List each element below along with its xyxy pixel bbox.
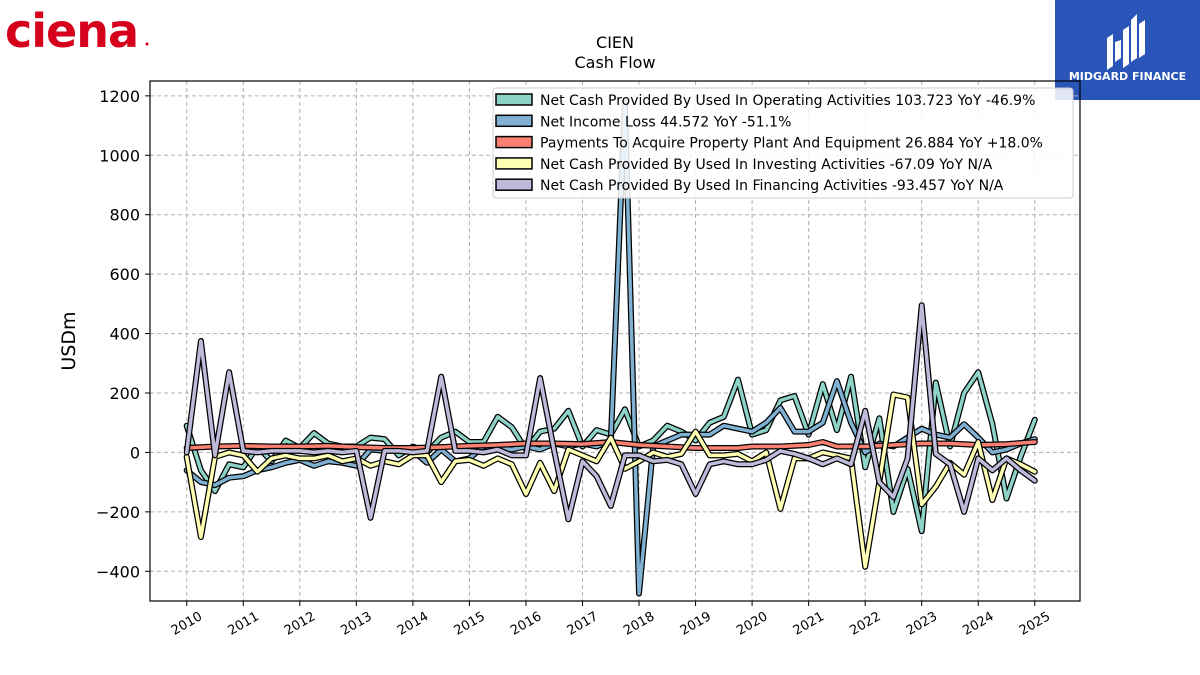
- y-tick-label: 600: [109, 265, 140, 284]
- x-tick-label: 2015: [452, 609, 488, 639]
- midgard-logo-text: MIDGARD FINANCE: [1068, 70, 1187, 83]
- y-tick-label: 1200: [99, 87, 140, 106]
- y-tick-label: 1000: [99, 146, 140, 165]
- legend-swatch: [495, 157, 533, 170]
- legend-entry-label: Net Cash Provided By Used In Financing A…: [540, 178, 1004, 194]
- x-tick-label: 2016: [508, 609, 544, 639]
- legend-swatch: [495, 93, 533, 106]
- legend-swatch: [495, 114, 533, 128]
- legend: Net Cash Provided By Used In Operating A…: [492, 87, 1074, 199]
- x-tick-label: 2025: [1017, 609, 1053, 639]
- y-tick-label: 0: [130, 443, 140, 462]
- x-tick-label: 2013: [339, 609, 375, 639]
- y-tick-label: −400: [96, 562, 140, 581]
- ciena-logo: ciena: [5, 2, 150, 58]
- plot-frame: [149, 80, 1081, 602]
- x-tick-label: 2010: [169, 609, 205, 639]
- x-tick-label: 2011: [225, 609, 261, 639]
- series-line-net-cash-provided-by-used-in-investing-activities: [184, 392, 1037, 569]
- legend-entry-label: Net Income Loss 44.572 YoY -51.1%: [540, 114, 791, 130]
- x-tick-label: 2024: [960, 609, 996, 639]
- legend-entry-label: Net Cash Provided By Used In Operating A…: [540, 93, 1035, 109]
- y-tick-label: −200: [96, 503, 140, 522]
- midgard-finance-logo: MIDGARD FINANCE: [1055, 0, 1200, 100]
- x-tick-label: 2012: [282, 609, 318, 639]
- x-tick-label: 2014: [395, 609, 431, 639]
- y-axis-ticks: −400 −200 0 200 400 600 800 1000 1200: [96, 87, 150, 581]
- x-tick-label: 2019: [678, 609, 714, 639]
- chart-subtitle: Cash Flow: [574, 53, 655, 72]
- ciena-logo-dot: [145, 42, 149, 46]
- y-tick-label: 800: [109, 206, 140, 225]
- legend-swatch: [495, 135, 533, 149]
- y-tick-label: 400: [109, 325, 140, 344]
- x-tick-label: 2022: [847, 609, 883, 639]
- legend-entry-label: Payments To Acquire Property Plant And E…: [540, 136, 1043, 152]
- y-tick-label: 200: [109, 384, 140, 403]
- x-tick-label: 2021: [791, 609, 827, 639]
- series-lines: [183, 98, 1038, 597]
- chart-title: CIEN: [596, 33, 634, 52]
- x-tick-label: 2017: [565, 609, 601, 639]
- x-axis-ticks: 2010 2011 2012 2013 2014 2015 2016 2017 2018 2019…: [169, 601, 1053, 639]
- y-axis-label: USDm: [58, 311, 80, 370]
- legend-swatch: [495, 178, 533, 191]
- x-tick-label: 2023: [904, 609, 940, 639]
- midgard-mark-icon: [1107, 14, 1145, 70]
- legend-entry-label: Net Cash Provided By Used In Investing A…: [540, 157, 993, 173]
- ciena-logo-text: ciena: [5, 4, 138, 54]
- series-line-net-cash-provided-by-used-in-financing-activities: [184, 303, 1037, 522]
- x-tick-label: 2020: [734, 609, 770, 639]
- x-tick-label: 2018: [621, 609, 657, 639]
- legend-box: [492, 87, 1074, 199]
